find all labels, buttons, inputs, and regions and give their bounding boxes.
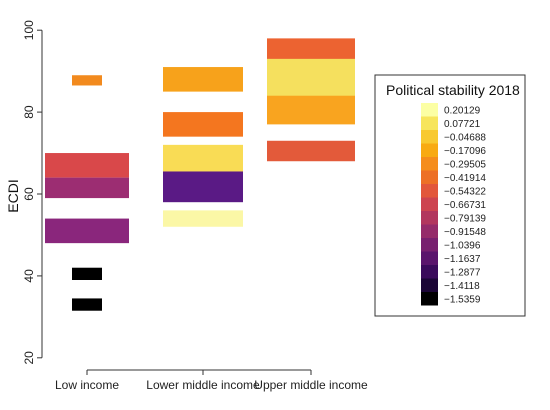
bar xyxy=(267,38,355,61)
legend-swatch xyxy=(421,265,438,279)
legend-label: −0.41914 xyxy=(444,173,486,184)
y-axis: 20 40 60 80 100 xyxy=(22,20,43,365)
legend-label: −1.4118 xyxy=(444,281,480,292)
bar xyxy=(163,144,243,172)
plot-area xyxy=(45,38,355,311)
legend-swatch xyxy=(421,116,438,130)
bar xyxy=(163,210,243,227)
legend-label: −0.04688 xyxy=(444,132,486,143)
legend-swatch xyxy=(421,103,438,117)
x-tick-label: Lower middle income xyxy=(146,378,260,392)
legend-swatch xyxy=(421,292,438,306)
legend-items: 0.20129 0.07721 −0.04688 −0.17096 −0.29505 −0… xyxy=(421,103,486,306)
x-tick-label: Upper middle income xyxy=(254,378,368,392)
legend-box xyxy=(374,74,526,317)
legend-swatch xyxy=(421,238,438,252)
legend: Political stability 2018 0.20129 0.07721 −… xyxy=(374,74,526,317)
legend-swatch xyxy=(421,278,438,292)
legend-swatch xyxy=(421,211,438,225)
bar xyxy=(45,218,129,244)
legend-label: −0.54322 xyxy=(444,186,486,197)
legend-swatch xyxy=(421,251,438,265)
legend-label: 0.20129 xyxy=(444,105,481,116)
legend-swatch xyxy=(421,197,438,211)
bar xyxy=(45,177,129,199)
y-tick-label: 60 xyxy=(22,187,36,201)
legend-label: −1.2877 xyxy=(444,267,481,278)
legend-label: −0.66731 xyxy=(444,200,486,211)
bar xyxy=(72,75,102,86)
y-tick-label: 100 xyxy=(22,20,36,40)
legend-swatch xyxy=(421,224,438,238)
legend-label: −1.1637 xyxy=(444,254,481,265)
x-tick-label: Low income xyxy=(55,378,119,392)
bar xyxy=(72,298,102,311)
legend-swatch xyxy=(421,184,438,198)
legend-title: Political stability 2018 xyxy=(386,82,520,98)
legend-swatch xyxy=(421,143,438,157)
bar xyxy=(72,267,102,280)
legend-label: −1.5359 xyxy=(444,294,481,305)
legend-label: −1.0396 xyxy=(444,240,481,251)
legend-label: −0.17096 xyxy=(444,146,486,157)
y-tick-label: 40 xyxy=(22,269,36,283)
bar xyxy=(163,171,243,203)
bar xyxy=(163,67,243,92)
bar xyxy=(45,153,129,178)
legend-swatch xyxy=(421,170,438,184)
y-tick-label: 20 xyxy=(22,351,36,365)
legend-swatch xyxy=(421,157,438,171)
legend-label: −0.91548 xyxy=(444,227,486,238)
legend-label: −0.29505 xyxy=(444,159,486,170)
y-tick-label: 80 xyxy=(22,105,36,119)
bar xyxy=(267,58,355,98)
bar xyxy=(267,95,355,125)
bar xyxy=(163,112,243,137)
legend-swatch xyxy=(421,130,438,144)
y-axis-title: ECDI xyxy=(5,179,21,212)
legend-label: −0.79139 xyxy=(444,213,486,224)
bar xyxy=(267,140,355,162)
legend-label: 0.07721 xyxy=(444,119,481,130)
